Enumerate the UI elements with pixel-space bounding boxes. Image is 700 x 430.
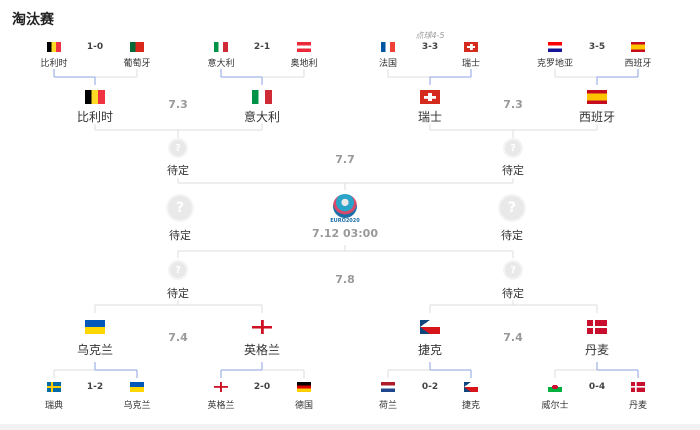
team-name[interactable]: 克罗地亚	[536, 59, 574, 69]
euro2020-logo	[333, 194, 357, 218]
spain-flag-icon	[631, 42, 645, 52]
team-name[interactable]: 捷克	[417, 343, 443, 357]
croatia-flag-icon	[548, 42, 562, 52]
team-name[interactable]: 德国	[294, 401, 314, 411]
penalty-note: 点球4-5	[415, 31, 445, 40]
team-name[interactable]: 比利时	[40, 59, 68, 69]
team-name[interactable]: 捷克	[461, 401, 481, 411]
team-name[interactable]: 意大利	[207, 59, 235, 69]
team-name: 待定	[169, 229, 191, 242]
team-name[interactable]: 丹麦	[628, 401, 648, 411]
match-score[interactable]: 2-1	[253, 42, 271, 52]
team-name[interactable]: 葡萄牙	[123, 59, 151, 69]
team-name[interactable]: 意大利	[243, 110, 281, 124]
spain-flag-icon	[587, 90, 607, 104]
team-name: 待定	[167, 164, 189, 177]
austria-flag-icon	[297, 42, 311, 52]
england-flag-icon	[252, 320, 272, 334]
unknown-team-icon: ?	[168, 196, 192, 220]
team-name[interactable]: 威尔士	[541, 401, 569, 411]
team-name[interactable]: 奥地利	[290, 59, 318, 69]
match-score[interactable]: 3-3	[421, 42, 439, 52]
team-name[interactable]: 丹麦	[584, 343, 610, 357]
france-flag-icon	[381, 42, 395, 52]
denmark-flag-icon	[587, 320, 607, 334]
euro2020-logo-text: EURO2020	[330, 218, 360, 224]
team-name[interactable]: 西班牙	[624, 59, 652, 69]
match-score[interactable]: 0-2	[421, 382, 439, 392]
unknown-team-icon: ?	[500, 196, 524, 220]
team-name[interactable]: 荷兰	[378, 401, 398, 411]
match-score[interactable]: 1-2	[86, 382, 104, 392]
team-name: 待定	[167, 287, 189, 300]
team-name[interactable]: 比利时	[76, 110, 114, 124]
netherlands-flag-icon	[381, 382, 395, 392]
ukraine-flag-icon	[85, 320, 105, 334]
team-name[interactable]: 英格兰	[207, 401, 235, 411]
team-name[interactable]: 西班牙	[578, 110, 616, 124]
unknown-team-icon: ?	[170, 140, 186, 156]
switzerland-flag-icon	[420, 90, 440, 104]
match-score[interactable]: 2-0	[253, 382, 271, 392]
team-name[interactable]: 瑞士	[417, 110, 443, 124]
wales-flag-icon	[548, 382, 562, 392]
team-name: 待定	[501, 229, 523, 242]
team-name[interactable]: 英格兰	[243, 343, 281, 357]
team-name[interactable]: 乌克兰	[76, 343, 114, 357]
italy-flag-icon	[214, 42, 228, 52]
match-date: 7.7	[335, 153, 355, 166]
match-score[interactable]: 1-0	[86, 42, 104, 52]
match-date: 7.8	[335, 273, 355, 286]
belgium-flag-icon	[85, 90, 105, 104]
page-title: 淘汰赛	[12, 12, 54, 28]
team-name[interactable]: 法国	[378, 59, 398, 69]
sweden-flag-icon	[47, 382, 61, 392]
unknown-team-icon: ?	[505, 140, 521, 156]
match-score[interactable]: 3-5	[588, 42, 606, 52]
england-flag-icon	[214, 382, 228, 392]
czech-flag-icon	[420, 320, 440, 334]
unknown-team-icon: ?	[170, 262, 186, 278]
italy-flag-icon	[252, 90, 272, 104]
belgium-flag-icon	[47, 42, 61, 52]
bottom-divider	[0, 424, 700, 430]
team-name[interactable]: 乌克兰	[123, 401, 151, 411]
denmark-flag-icon	[631, 382, 645, 392]
match-date: 7.3	[168, 98, 188, 111]
team-name[interactable]: 瑞典	[44, 401, 64, 411]
match-date: 7.4	[503, 331, 523, 344]
germany-flag-icon	[297, 382, 311, 392]
match-score[interactable]: 0-4	[588, 382, 606, 392]
final-date: 7.12 03:00	[312, 227, 378, 240]
team-name: 待定	[502, 287, 524, 300]
switzerland-flag-icon	[464, 42, 478, 52]
ukraine-flag-icon	[130, 382, 144, 392]
match-date: 7.3	[503, 98, 523, 111]
czech-flag-icon	[464, 382, 478, 392]
match-date: 7.4	[168, 331, 188, 344]
unknown-team-icon: ?	[505, 262, 521, 278]
team-name: 待定	[502, 164, 524, 177]
portugal-flag-icon	[130, 42, 144, 52]
team-name[interactable]: 瑞士	[461, 59, 481, 69]
